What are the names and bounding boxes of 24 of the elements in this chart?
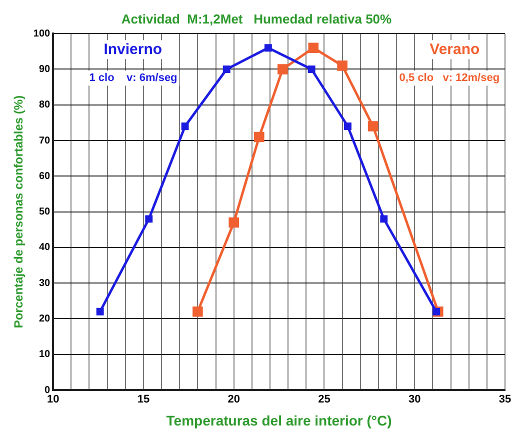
x-tick-label: 30 [408, 394, 421, 406]
y-tick-label: 0 [44, 384, 51, 396]
y-tick-label: 70 [38, 135, 51, 146]
y-axis-title: Porcentaje de personas confortables (%) [12, 95, 26, 328]
x-tick-label: 15 [137, 394, 150, 406]
x-tick-label: 35 [498, 394, 512, 406]
y-tick-label: 30 [38, 278, 51, 289]
x-axis-title: Temperaturas del aire interior (°C) [166, 412, 392, 428]
x-tick-label: 25 [318, 394, 330, 406]
chart-title: Actividad M:1,2Met Humedad relativa 50% [121, 11, 392, 26]
x-tick-label: 10 [46, 394, 60, 406]
text: Invierno [104, 40, 162, 58]
annotation: 0,5 clo v: 12m/seg [399, 72, 500, 84]
y-tick-label: 40 [38, 242, 51, 254]
y-tick-label: 20 [38, 313, 51, 324]
y-tick-label: 90 [38, 64, 51, 75]
y-tick-label: 100 [33, 28, 51, 40]
x-tick-label: 20 [228, 394, 240, 406]
y-tick-label: 10 [38, 349, 51, 360]
y-tick-label: 60 [38, 170, 51, 182]
y-tick-label: 80 [38, 100, 51, 111]
y-tick-label: 50 [38, 206, 51, 218]
annotation: 1 clo v: 6m/seg [89, 72, 178, 84]
text: Verano [430, 40, 480, 58]
